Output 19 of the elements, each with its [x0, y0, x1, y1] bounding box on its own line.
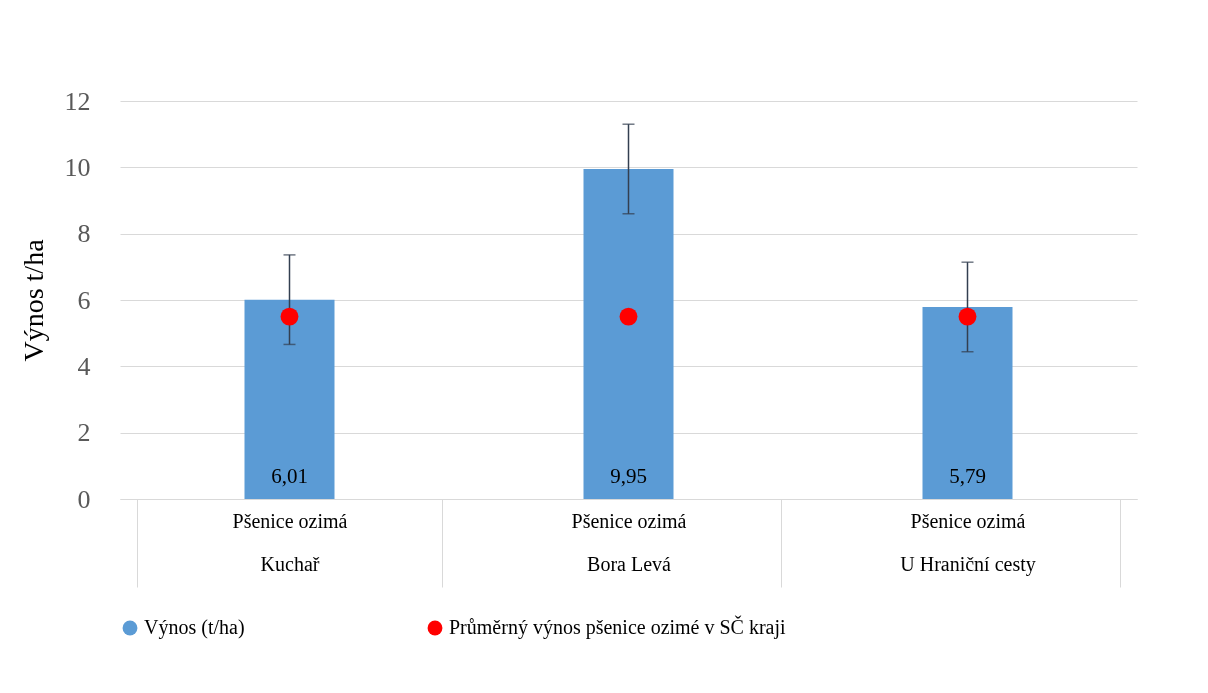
y-tick-label: 6 [77, 285, 91, 315]
x-tick-label: Pšenice ozimá Kuchař [232, 509, 348, 575]
legend-label: Průměrný výnos pšenice ozimé v SČ kraji [449, 615, 787, 639]
bar [583, 168, 674, 499]
legend-label: Výnos (t/ha) [144, 616, 245, 639]
y-tick-label: 4 [77, 351, 91, 381]
data-label: 6,01 [271, 464, 308, 488]
data-label: 5,79 [949, 464, 986, 488]
data-label: 9,95 [610, 464, 647, 488]
y-tick-label: 0 [77, 484, 91, 514]
y-tick-label: 8 [77, 219, 91, 249]
x-tick-label: Pšenice ozimá U Hraniční cesty [900, 509, 1036, 576]
y-tick-label: 2 [77, 418, 91, 448]
bar [922, 306, 1013, 499]
y-axis-title: Výnos t/ha [17, 238, 49, 362]
x-tick-label: Pšenice ozimá Bora Levá [571, 509, 687, 575]
y-tick-label: 12 [64, 86, 91, 116]
bar [244, 299, 335, 499]
y-tick-label: 10 [64, 152, 91, 182]
